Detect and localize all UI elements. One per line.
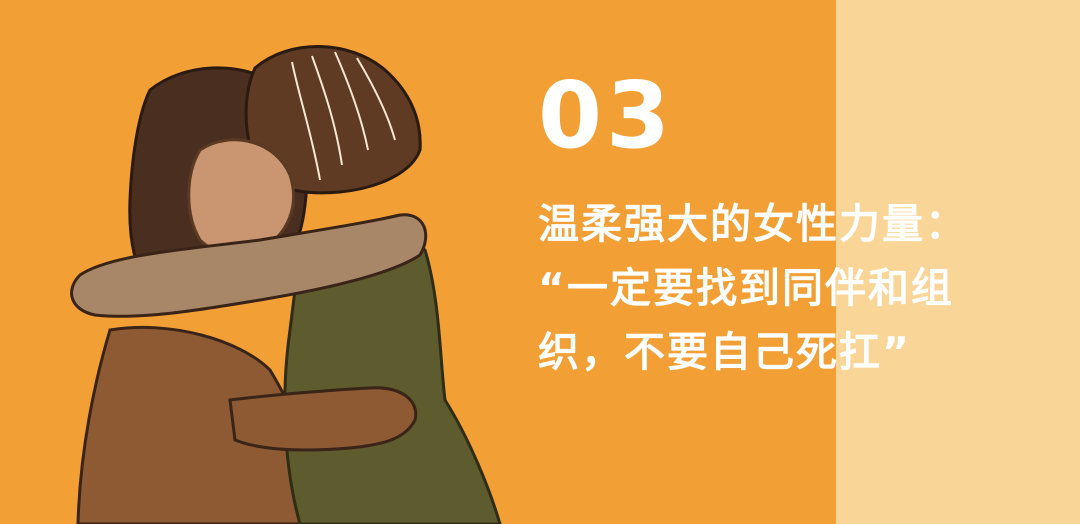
hair-highlight-3 [334, 51, 369, 151]
hair-highlight-2 [311, 55, 343, 166]
slide-number: 03 [538, 62, 675, 169]
hair-highlight-1 [291, 61, 321, 181]
two-women-hugging-illustration [70, 45, 502, 524]
hair-highlight-4 [356, 57, 396, 141]
quote-line-1: 温柔强大的女性力量： [538, 200, 968, 248]
side-panel [836, 0, 1080, 524]
quote-text: 温柔强大的女性力量： “一定要找到同伴和组 织，不要自己死扛” [538, 192, 1058, 384]
hugging-arm [70, 213, 428, 318]
quote-line-2: “一定要找到同伴和组 [538, 264, 954, 312]
quote-line-3: 织，不要自己死扛” [538, 328, 911, 376]
lower-arm [228, 386, 418, 452]
